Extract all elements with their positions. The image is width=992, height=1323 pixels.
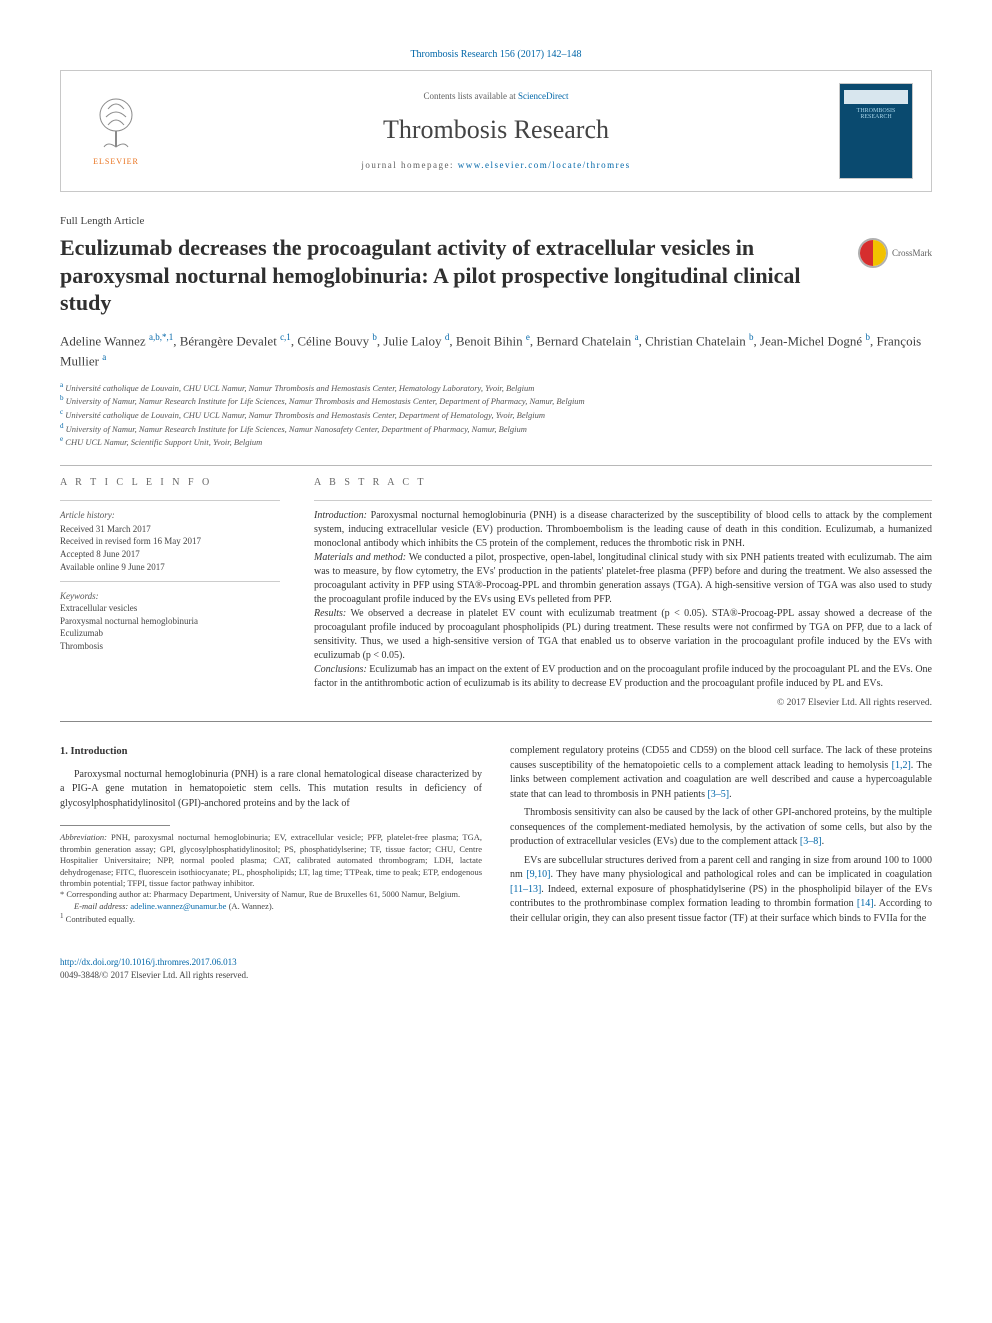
abstract-conclusions-label: Conclusions: (314, 664, 367, 675)
keywords-label: Keywords: (60, 590, 280, 602)
crossmark-icon (858, 238, 888, 268)
body-right-p2b: . (822, 836, 825, 847)
ref-link[interactable]: [1,2] (892, 760, 911, 771)
history-revised: Received in revised form 16 May 2017 (60, 535, 280, 548)
email-suffix: (A. Wannez). (226, 901, 273, 911)
sciencedirect-link[interactable]: ScienceDirect (518, 91, 568, 101)
body-right-p1: complement regulatory proteins (CD55 and… (510, 744, 932, 802)
doi-link[interactable]: http://dx.doi.org/10.1016/j.thromres.201… (60, 957, 237, 967)
affiliation-line: b University of Namur, Namur Research In… (60, 394, 932, 408)
body-right-column: complement regulatory proteins (CD55 and… (510, 744, 932, 930)
keyword-item: Thrombosis (60, 640, 280, 653)
abstract-methods-text: We conducted a pilot, prospective, open-… (314, 552, 932, 605)
abstract-results-label: Results: (314, 608, 346, 619)
article-info-column: A R T I C L E I N F O Article history: R… (60, 476, 280, 709)
contents-prefix: Contents lists available at (424, 91, 518, 101)
crossmark-badge[interactable]: CrossMark (858, 238, 932, 268)
issn-copyright: 0049-3848/© 2017 Elsevier Ltd. All right… (60, 970, 248, 980)
author-list: Adeline Wannez a,b,*,1, Bérangère Devale… (60, 331, 932, 371)
body-right-p2: Thrombosis sensitivity can also be cause… (510, 806, 932, 850)
article-type: Full Length Article (60, 214, 932, 229)
keyword-item: Extracellular vesicles (60, 602, 280, 615)
body-right-p3: EVs are subcellular structures derived f… (510, 854, 932, 927)
journal-name: Thrombosis Research (167, 112, 825, 147)
body-left-p1: Paroxysmal nocturnal hemoglobinuria (PNH… (60, 768, 482, 812)
ref-link[interactable]: [3–5] (707, 789, 729, 800)
elsevier-tree-icon (86, 93, 146, 153)
abstract-results: Results: We observed a decrease in plate… (314, 607, 932, 663)
body-right-p1a: complement regulatory proteins (CD55 and… (510, 745, 932, 771)
homepage-line: journal homepage: www.elsevier.com/locat… (167, 159, 825, 171)
journal-cover-thumb: THROMBOSIS RESEARCH (839, 83, 913, 179)
section-1-heading: 1. Introduction (60, 744, 482, 759)
contents-line: Contents lists available at ScienceDirec… (167, 90, 825, 102)
elsevier-logo: ELSEVIER (79, 89, 153, 173)
corr-text: Corresponding author at: Pharmacy Depart… (64, 889, 460, 899)
ref-link[interactable]: [11–13] (510, 884, 541, 895)
divider (60, 721, 932, 722)
footnotes: Abbreviation: PNH, paroxysmal nocturnal … (60, 832, 482, 926)
crossmark-label: CrossMark (892, 247, 932, 259)
page-footer: http://dx.doi.org/10.1016/j.thromres.201… (60, 956, 932, 980)
affiliation-list: a Université catholique de Louvain, CHU … (60, 381, 932, 450)
history-label: Article history: (60, 509, 280, 521)
article-info-heading: A R T I C L E I N F O (60, 476, 280, 490)
abstract-column: A B S T R A C T Introduction: Paroxysmal… (314, 476, 932, 709)
body-left-column: 1. Introduction Paroxysmal nocturnal hem… (60, 744, 482, 930)
history-received: Received 31 March 2017 (60, 523, 280, 536)
abstract-methods: Materials and method: We conducted a pil… (314, 551, 932, 607)
corr-email-link[interactable]: adeline.wannez@unamur.be (130, 901, 226, 911)
ref-link[interactable]: [3–8] (800, 836, 822, 847)
homepage-link[interactable]: www.elsevier.com/locate/thromres (458, 160, 631, 170)
affiliation-line: d University of Namur, Namur Research In… (60, 422, 932, 436)
article-title: Eculizumab decreases the procoagulant ac… (60, 234, 838, 317)
affiliation-line: c Université catholique de Louvain, CHU … (60, 408, 932, 422)
running-citation: Thrombosis Research 156 (2017) 142–148 (60, 48, 932, 62)
journal-header: ELSEVIER Contents lists available at Sci… (60, 70, 932, 192)
body-right-p3b: . They have many physiological and patho… (551, 869, 933, 880)
body-right-p1c: . (729, 789, 732, 800)
abstract-methods-label: Materials and method: (314, 552, 406, 563)
keyword-item: Eculizumab (60, 627, 280, 640)
divider (60, 465, 932, 466)
keyword-item: Paroxysmal nocturnal hemoglobinuria (60, 615, 280, 628)
cover-text: THROMBOSIS RESEARCH (844, 108, 908, 121)
abstract-conclusions: Conclusions: Eculizumab has an impact on… (314, 663, 932, 691)
abbrev-label: Abbreviation: (60, 832, 107, 842)
abstract-results-text: We observed a decrease in platelet EV co… (314, 608, 932, 661)
body-right-p2a: Thrombosis sensitivity can also be cause… (510, 807, 932, 847)
history-online: Available online 9 June 2017 (60, 561, 280, 574)
abstract-intro-text: Paroxysmal nocturnal hemoglobinuria (PNH… (314, 510, 932, 549)
abstract-conclusions-text: Eculizumab has an impact on the extent o… (314, 664, 932, 689)
publisher-brand: ELSEVIER (93, 157, 139, 168)
homepage-prefix: journal homepage: (361, 160, 457, 170)
abstract-intro-label: Introduction: (314, 510, 367, 521)
affiliation-line: e CHU UCL Namur, Scientific Support Unit… (60, 435, 932, 449)
abbrev-text: PNH, paroxysmal nocturnal hemoglobinuria… (60, 832, 482, 888)
abstract-copyright: © 2017 Elsevier Ltd. All rights reserved… (314, 697, 932, 710)
ref-link[interactable]: [9,10] (526, 869, 550, 880)
affiliation-line: a Université catholique de Louvain, CHU … (60, 381, 932, 395)
abstract-intro: Introduction: Paroxysmal nocturnal hemog… (314, 509, 932, 551)
email-label: E-mail address: (74, 901, 128, 911)
equal-text: Contributed equally. (64, 914, 135, 924)
ref-link[interactable]: [14] (857, 898, 874, 909)
abstract-heading: A B S T R A C T (314, 476, 932, 490)
history-accepted: Accepted 8 June 2017 (60, 548, 280, 561)
keywords-list: Extracellular vesiclesParoxysmal nocturn… (60, 602, 280, 652)
footnote-separator (60, 825, 170, 826)
